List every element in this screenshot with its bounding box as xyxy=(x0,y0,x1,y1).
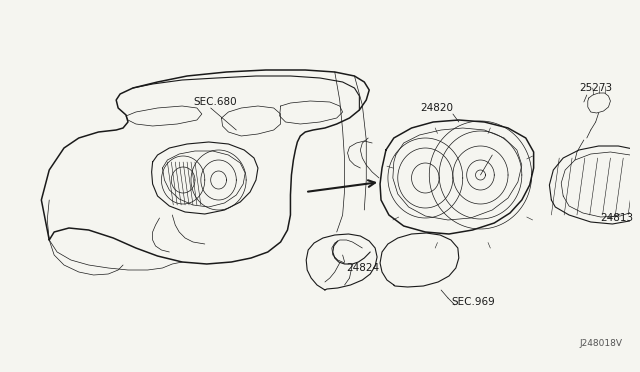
Text: 24820: 24820 xyxy=(420,103,454,113)
Text: SEC.969: SEC.969 xyxy=(451,297,495,307)
Text: SEC.680: SEC.680 xyxy=(193,97,237,107)
Text: 24824: 24824 xyxy=(347,263,380,273)
Text: J248018V: J248018V xyxy=(579,339,622,348)
Text: 24813: 24813 xyxy=(600,213,634,223)
Text: 25273: 25273 xyxy=(579,83,612,93)
